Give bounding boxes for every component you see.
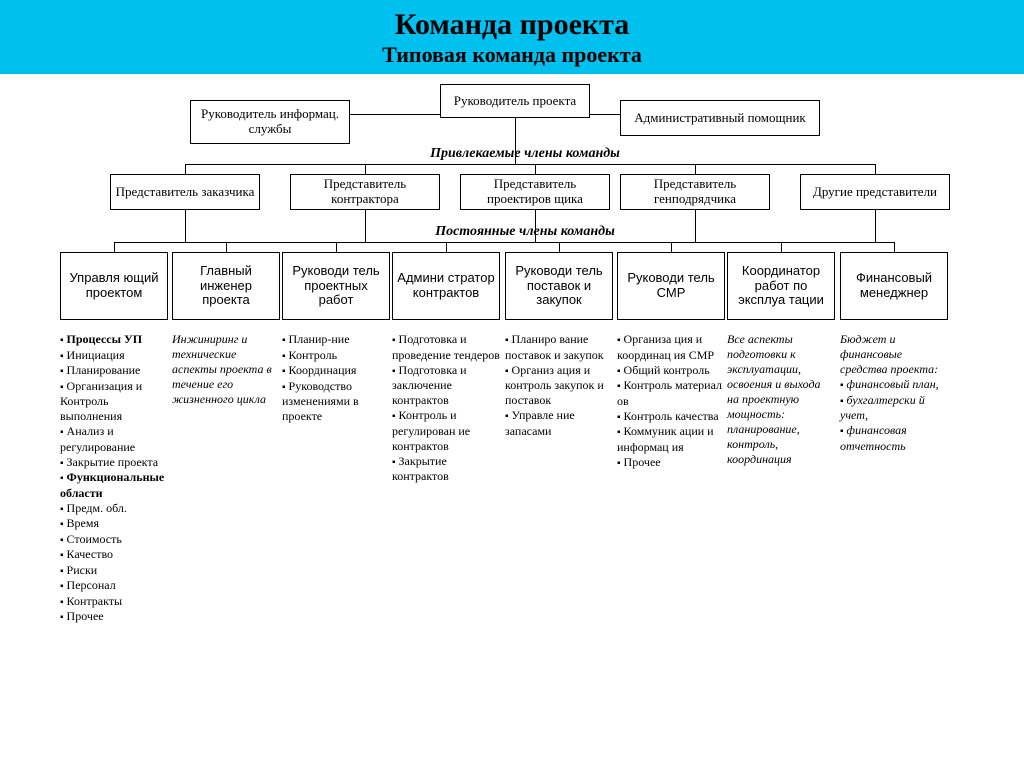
node-root: Руководитель проекта: [440, 84, 590, 118]
desc-col-1: Инжиниринг и технические аспекты проекта…: [172, 332, 280, 407]
page-subtitle: Типовая команда проекта: [0, 42, 1024, 68]
node-supply-head: Руководи тель поставок и закупок: [505, 252, 613, 320]
node-rep-gen: Представитель генподрядчика: [620, 174, 770, 210]
desc-col-3: Подготовка и проведение тендеровПодготов…: [392, 332, 500, 484]
desc-col-4: Планиро вание поставок и закупокОрганиз …: [505, 332, 613, 439]
node-fin-mgr: Финансовый менеджнер: [840, 252, 948, 320]
node-works-head: Руководи тель проектных работ: [282, 252, 390, 320]
desc-col-0: Процессы УПИнициацияПланированиеОрганиза…: [60, 332, 168, 625]
desc-col-7: Бюджет и финансовые средства проекта:фин…: [840, 332, 948, 454]
desc-col-5: Организа ция и координац ия СМРОбщий кон…: [617, 332, 725, 470]
header: Команда проекта Типовая команда проекта: [0, 0, 1024, 74]
node-rep-contractor: Представитель контрактора: [290, 174, 440, 210]
node-ops-coord: Координатор работ по эксплуа тации: [727, 252, 835, 320]
page-title: Команда проекта: [0, 8, 1024, 42]
org-chart-canvas: Руководитель проекта Руководитель информа…: [0, 74, 1024, 764]
node-pm: Управля ющий проектом: [60, 252, 168, 320]
label-permanent: Постоянные члены команды: [350, 224, 700, 240]
node-chief-eng: Главный инженер проекта: [172, 252, 280, 320]
node-smr-head: Руководи тель СМР: [617, 252, 725, 320]
desc-col-6: Все аспекты подготовки к эксплуатации, о…: [727, 332, 835, 467]
node-it-head: Руководитель информац. службы: [190, 100, 350, 144]
node-rep-designer: Представитель проектиров щика: [460, 174, 610, 210]
node-rep-customer: Представитель заказчика: [110, 174, 260, 210]
node-admin-assistant: Административный помощник: [620, 100, 820, 136]
node-contracts-admin: Админи стратор контрактов: [392, 252, 500, 320]
label-invited: Привлекаемые члены команды: [350, 146, 700, 162]
desc-col-2: Планир-ниеКонтрольКоординацияРуководство…: [282, 332, 390, 424]
node-rep-other: Другие представители: [800, 174, 950, 210]
